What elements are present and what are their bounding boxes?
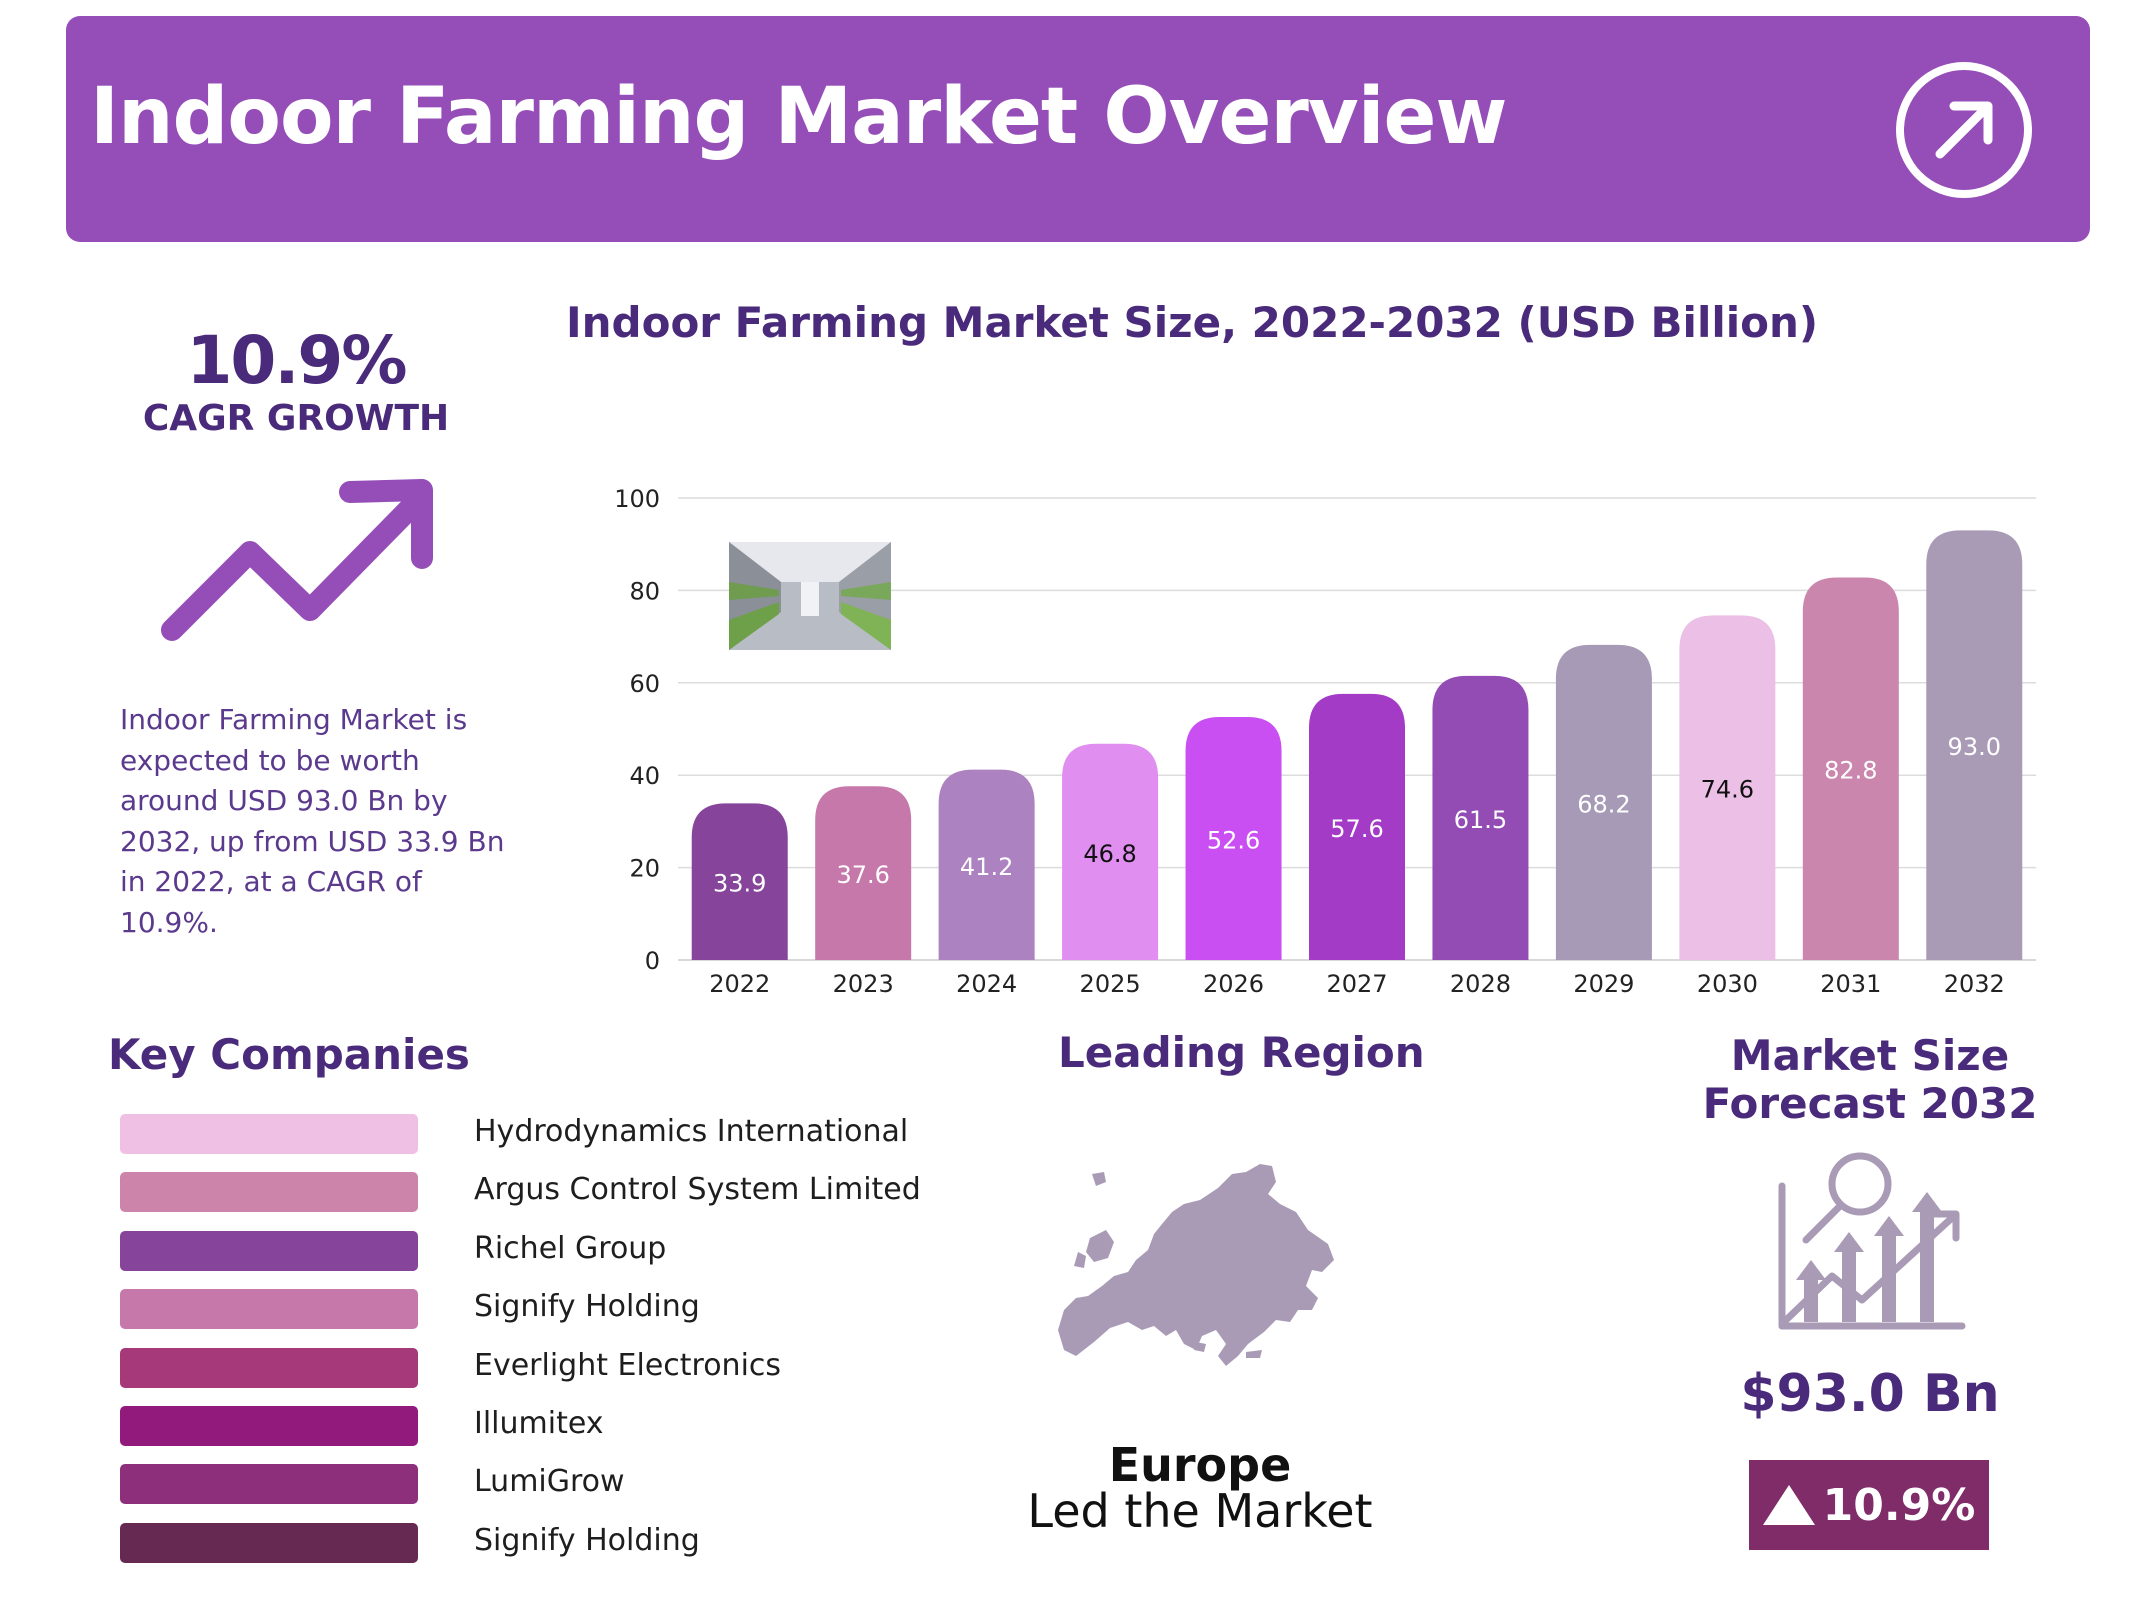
company-swatch [120, 1464, 418, 1505]
company-swatch [120, 1230, 418, 1271]
bar [1309, 693, 1405, 960]
bar [1802, 577, 1899, 960]
y-tick-label: 40 [629, 762, 660, 790]
bar-value-label: 37.6 [836, 861, 889, 889]
y-tick-label: 0 [645, 947, 660, 975]
cagr-value: 10.9% [186, 322, 408, 399]
company-name: LumiGrow [474, 1464, 625, 1500]
company-name: Signify Holding [474, 1522, 700, 1558]
y-tick-label: 60 [629, 670, 660, 698]
x-tick-label: 2024 [956, 970, 1017, 998]
x-tick-label: 2023 [833, 970, 894, 998]
company-swatch [120, 1114, 418, 1154]
arrow-up-right-circle-icon [1896, 62, 2032, 198]
bar [691, 803, 788, 960]
market-summary-text: Indoor Farming Market is expected to be … [120, 703, 505, 939]
bar [815, 786, 912, 960]
x-tick-label: 2032 [1944, 970, 2005, 998]
bar [938, 769, 1035, 960]
market-size-bar-chart: 0 20 40 60 80 100 33.9 2022 37.6 2023 41.2 2024 46.8… [614, 485, 2036, 998]
y-tick-label: 20 [629, 855, 660, 883]
key-companies-title: Key Companies [108, 1030, 470, 1079]
bar-value-label: 33.9 [713, 870, 766, 898]
bar [1679, 615, 1776, 960]
trend-up-arrow-icon [161, 479, 433, 641]
europe-map-icon [1058, 1164, 1334, 1366]
x-tick-label: 2029 [1573, 970, 1634, 998]
bar-value-label: 52.6 [1207, 826, 1260, 854]
bar [1432, 675, 1529, 960]
bar [1555, 644, 1652, 960]
growth-badge: 10.9% [1749, 1460, 1989, 1550]
company-swatch [120, 1172, 418, 1213]
company-swatch [120, 1522, 418, 1563]
bar-value-label: 74.6 [1701, 776, 1754, 804]
bar-value-label: 57.6 [1330, 815, 1383, 843]
header-banner: Indoor Farming Market Overview [66, 16, 2090, 242]
company-name: Richel Group [474, 1230, 667, 1266]
leading-region-title: Leading Region [1058, 1028, 1425, 1077]
cagr-label: CAGR GROWTH [142, 398, 450, 439]
company-name: Signify Holding [474, 1289, 700, 1325]
company-swatch [120, 1406, 418, 1446]
company-swatch [120, 1347, 418, 1388]
forecast-title: Market Size Forecast 2032 [1702, 1031, 2038, 1128]
x-tick-label: 2028 [1450, 970, 1511, 998]
x-tick-label: 2030 [1697, 970, 1758, 998]
bar [1185, 716, 1282, 960]
company-swatch [120, 1289, 418, 1330]
x-tick-label: 2025 [1080, 970, 1141, 998]
page-title: Indoor Farming Market Overview [90, 72, 1507, 162]
x-tick-label: 2026 [1203, 970, 1264, 998]
x-tick-label: 2022 [709, 970, 770, 998]
company-name: Hydrodynamics International [474, 1114, 909, 1149]
growth-badge-value: 10.9% [1822, 1479, 1976, 1531]
y-tick-label: 100 [614, 485, 660, 513]
x-tick-label: 2027 [1326, 970, 1387, 998]
bar-value-label: 68.2 [1577, 790, 1630, 818]
bar-value-label: 61.5 [1454, 806, 1507, 834]
company-name: Everlight Electronics [474, 1347, 782, 1383]
bar-value-label: 82.8 [1824, 757, 1877, 785]
company-name: Argus Control System Limited [474, 1172, 921, 1208]
forecast-value: $93.0 Bn [1740, 1364, 2000, 1424]
x-tick-label: 2031 [1820, 970, 1881, 998]
leading-region-name: Europe [1108, 1438, 1292, 1492]
bar-value-label: 41.2 [960, 853, 1013, 881]
company-name: Illumitex [474, 1406, 604, 1441]
growth-analytics-icon [1778, 1152, 1966, 1330]
bar-value-label: 93.0 [1948, 733, 2001, 761]
bar [1062, 743, 1159, 960]
chart-title: Indoor Farming Market Size, 2022-2032 (U… [566, 298, 1819, 347]
leading-region-subtitle: Led the Market [1027, 1484, 1373, 1538]
bar [1926, 530, 2023, 960]
bar-value-label: 46.8 [1083, 840, 1136, 868]
triangle-up-icon [1762, 1485, 1815, 1525]
y-tick-label: 80 [629, 577, 660, 605]
indoor-farm-photo [729, 542, 891, 650]
